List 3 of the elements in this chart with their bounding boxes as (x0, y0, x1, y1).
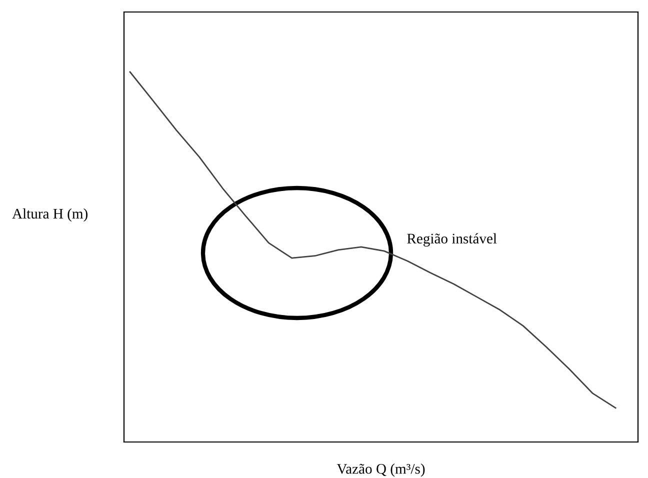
annotation: Região instável (407, 233, 497, 247)
x-axis-title: Vazão Q (m³/s) (336, 464, 425, 477)
y-axis-title: Altura H (m) (12, 208, 88, 222)
